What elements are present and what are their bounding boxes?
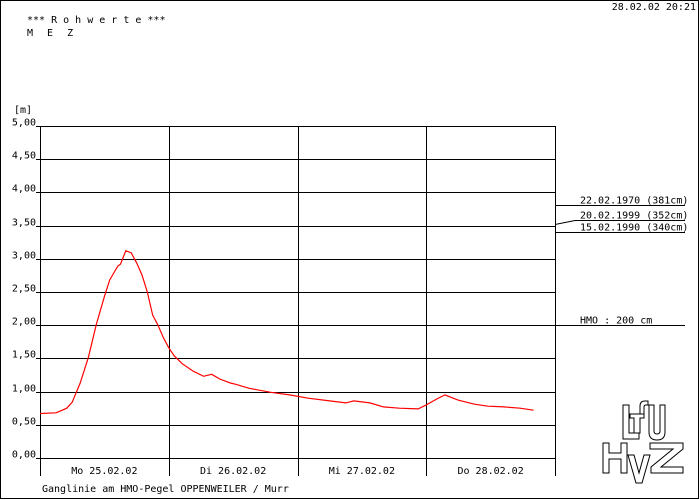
x-tick-label: Mo 25.02.02: [71, 466, 137, 477]
reference-label: HMO : 200 cm: [580, 316, 652, 327]
y-tick-label: 0,50: [12, 417, 36, 428]
series-line-water-level: [39, 250, 534, 415]
timestamp: 28.02.02 20:21: [612, 2, 696, 13]
reference-label: 20.02.1999 (352cm): [580, 211, 688, 222]
chart-heading: *** R o h w e r t e ***: [27, 15, 165, 26]
hvz-logo: [602, 442, 684, 484]
reference-label: 15.02.1990 (340cm): [580, 223, 688, 234]
x-tick-label: Di 26.02.02: [200, 466, 266, 477]
x-tick-labels: Mo 25.02.02 Di 26.02.02 Mi 27.02.02 Do 28.0…: [71, 466, 523, 477]
y-tick-label: 4,00: [12, 184, 36, 195]
x-tick-label: Do 28.02.02: [458, 466, 524, 477]
timezone-label: M E Z: [27, 28, 77, 39]
x-tick-label: Mi 27.02.02: [329, 466, 395, 477]
y-tick-label: 2,00: [12, 317, 36, 328]
y-tick-labels: 0,00 0,50 1,00 1,50 2,00 2,50 3,00 3,50 4,00 4,50…: [12, 118, 36, 461]
y-tick-label: 2,50: [12, 284, 36, 295]
reference-connector: [554, 220, 576, 225]
y-tick-label: 3,00: [12, 251, 36, 262]
reference-label: 22.02.1970 (381cm): [580, 196, 688, 207]
y-tick-label: 5,00: [12, 118, 36, 129]
lfu-logo: [622, 400, 666, 441]
y-tick-label: 4,50: [12, 151, 36, 162]
y-tick-label: 1,50: [12, 350, 36, 361]
y-tick-label: 0,00: [12, 450, 36, 461]
reference-lines: 22.02.1970 (381cm) 20.02.1999 (352cm)15.0…: [554, 196, 688, 327]
y-axis-unit: [m]: [14, 105, 32, 116]
y-tick-label: 3,50: [12, 218, 36, 229]
grid: [36, 126, 556, 476]
footer-caption: Ganglinie am HMO-Pegel OPPENWEILER / Mur…: [42, 484, 289, 495]
y-tick-label: 1,00: [12, 384, 36, 395]
